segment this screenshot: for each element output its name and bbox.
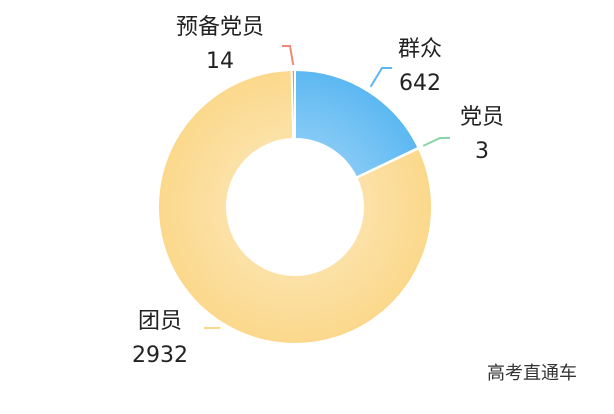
slice-value: 3 <box>475 139 489 164</box>
slice <box>290 68 296 141</box>
leader-line <box>282 45 295 66</box>
slice-label: 群众 <box>398 37 442 62</box>
slice-value: 2932 <box>132 343 188 368</box>
leader-line <box>422 137 450 147</box>
leader-line <box>369 67 392 88</box>
slice-value: 642 <box>399 71 441 96</box>
slice-value: 14 <box>206 49 234 74</box>
slice-label: 预备党员 <box>176 15 264 40</box>
slice-label: 团员 <box>138 309 182 334</box>
watermark: 高考直通车 <box>487 363 577 384</box>
slice-label: 党员 <box>460 105 504 130</box>
